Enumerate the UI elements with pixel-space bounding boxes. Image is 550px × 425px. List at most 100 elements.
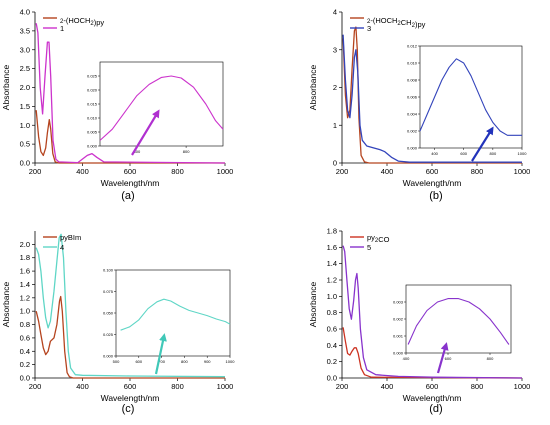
inset-series-line (407, 298, 510, 345)
inset-y-tick-label: 0.006 (407, 95, 418, 100)
x-tick-label: 600 (426, 382, 439, 391)
y-tick-label: 1.2 (327, 276, 337, 285)
x-tick-label: 200 (336, 382, 349, 391)
x-tick-label: 200 (336, 167, 349, 176)
x-tick-label: 400 (381, 167, 394, 176)
y-tick-label: 0.6 (20, 333, 30, 342)
inset-y-tick-label: 0.012 (407, 44, 418, 49)
x-tick-label: 1000 (514, 382, 531, 391)
inset-y-tick-label: 0.000 (103, 354, 114, 359)
y-tick-label: 0.2 (327, 357, 337, 366)
y-tick-label: 1 (333, 121, 337, 130)
y-tick-label: 0.0 (327, 374, 337, 383)
y-tick-label: 2.0 (20, 240, 30, 249)
x-tick-label: 800 (471, 167, 484, 176)
inset-x-tick-label: 400 (403, 356, 410, 361)
y-axis-label: Absorbance (308, 65, 318, 111)
inset-x-tick-label: 900 (204, 359, 211, 364)
y-axis-label: Absorbance (1, 282, 11, 328)
panel-label: (d) (429, 403, 442, 415)
y-tick-label: 0 (333, 159, 337, 168)
y-tick-label: 0.0 (20, 159, 30, 168)
y-tick-label: 1.8 (20, 253, 30, 262)
y-tick-label: 3.0 (20, 45, 30, 54)
inset-frame (405, 284, 512, 354)
inset-y-tick-label: 0.005 (87, 130, 98, 135)
inset-series-line (120, 298, 231, 331)
y-tick-label: 0.8 (20, 320, 30, 329)
arrow (471, 126, 494, 162)
inset-a: 600 800 0.000 0.005 0.010 0.015 0.020 0.025 (87, 61, 224, 154)
x-tick-label: 600 (124, 382, 137, 391)
inset-y-tick-label: 0.002 (407, 129, 418, 134)
inset-y-tick-label: 0.025 (87, 74, 98, 79)
x-tick-label: 600 (124, 167, 137, 176)
y-tick-label: 2 (333, 83, 337, 92)
panel-b: 200 400 600 800 1000 0 1 2 3 4 Wavelength/nm Absorb… (308, 8, 530, 203)
inset-y-tick-label: 0.001 (393, 334, 404, 339)
inset-y-tick-label: 0.008 (407, 78, 418, 83)
inset-frame (115, 269, 231, 357)
inset-x-tick-label: 1000 (518, 151, 528, 156)
y-tick-label: 1.0 (20, 121, 30, 130)
inset-y-tick-label: 0.020 (87, 88, 98, 93)
arrow (131, 109, 160, 156)
x-tick-label: 1000 (217, 167, 234, 176)
y-tick-label: 0.2 (20, 360, 30, 369)
x-axis-label: Wavelength/nm (403, 393, 462, 403)
series-line (342, 26, 522, 164)
panel-label: (a) (121, 190, 134, 202)
inset-y-tick-label: 0.010 (407, 61, 418, 66)
x-tick-label: 400 (381, 382, 394, 391)
arrow (154, 333, 167, 375)
x-tick-label: 400 (76, 382, 89, 391)
y-tick-label: 0.6 (327, 325, 337, 334)
inset-x-tick-label: 800 (490, 151, 497, 156)
legend-label: 3 (367, 24, 371, 33)
x-tick-label: 800 (471, 382, 484, 391)
x-tick-label: 200 (29, 382, 42, 391)
series-line (35, 23, 226, 164)
inset-x-tick-label: 700 (158, 359, 165, 364)
series-line (35, 110, 225, 164)
y-tick-label: 1.4 (20, 280, 30, 289)
inset-y-tick-label: 0.000 (407, 146, 418, 151)
y-tick-label: 2.5 (20, 64, 30, 73)
inset-series-line (99, 75, 224, 141)
y-axis-label: Absorbance (308, 282, 318, 328)
y-tick-label: 1.5 (20, 102, 30, 111)
y-tick-label: 4.0 (20, 8, 30, 17)
inset-frame (419, 45, 523, 149)
y-tick-label: 1.8 (327, 227, 337, 236)
x-axis-label: Wavelength/nm (101, 393, 160, 403)
y-tick-label: 1.0 (20, 307, 30, 316)
inset-y-tick-label: 0.050 (103, 311, 114, 316)
y-tick-label: 0.4 (327, 341, 337, 350)
inset-x-tick-label: 800 (183, 149, 190, 154)
inset-y-tick-label: 0.075 (103, 289, 114, 294)
series-line (342, 34, 522, 163)
inset-frame (99, 61, 224, 147)
inset-x-tick-label: 600 (460, 151, 467, 156)
y-tick-label: 1.6 (20, 267, 30, 276)
inset-y-tick-label: 0.004 (407, 112, 418, 117)
inset-y-tick-label: 0.015 (87, 102, 98, 107)
inset-y-tick-label: 0.000 (393, 351, 404, 356)
y-tick-label: 1.4 (327, 259, 337, 268)
legend-label: 4 (60, 243, 64, 252)
legend-label: 1 (60, 24, 64, 33)
inset-x-tick-label: 600 (135, 359, 142, 364)
y-tick-label: 0.4 (20, 347, 30, 356)
y-tick-label: 2.0 (20, 83, 30, 92)
x-axis-label: Wavelength/nm (403, 178, 462, 188)
y-tick-label: 0.0 (20, 374, 30, 383)
inset-y-tick-label: 0.010 (87, 116, 98, 121)
inset-y-tick-label: 0.002 (393, 317, 404, 322)
y-tick-label: 0.5 (20, 140, 30, 149)
y-tick-label: 0.8 (327, 308, 337, 317)
y-tick-label: 1.2 (20, 293, 30, 302)
inset-x-tick-label: 800 (487, 356, 494, 361)
legend-label: 2-(HOCH2CH2)py (367, 16, 426, 29)
x-tick-label: 600 (426, 167, 439, 176)
